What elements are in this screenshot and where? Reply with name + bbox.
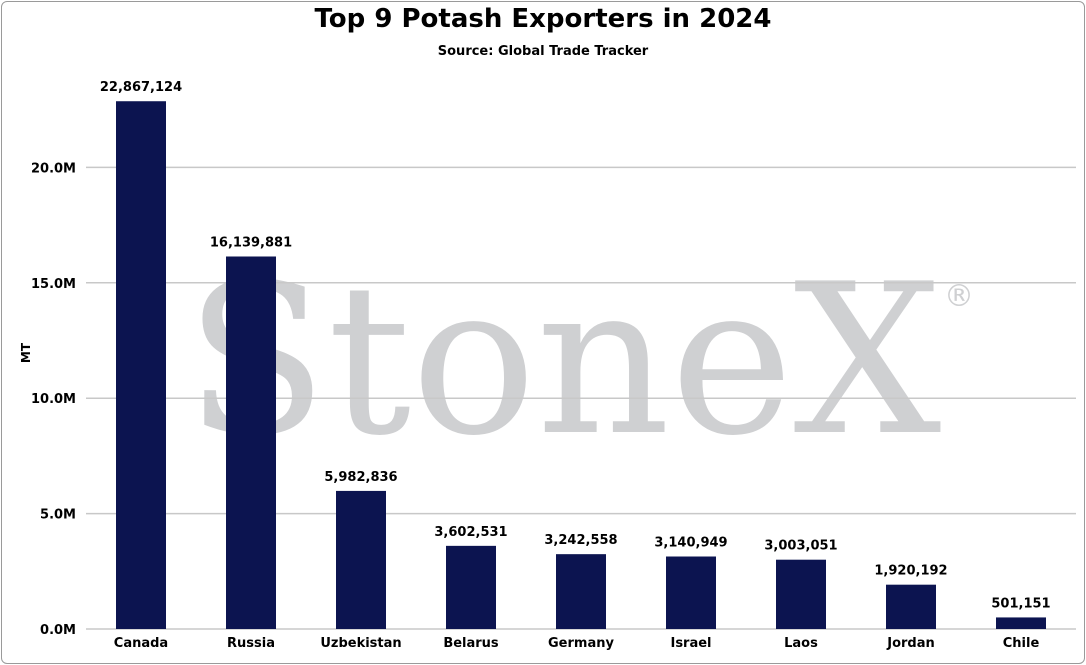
bars [116, 101, 1046, 629]
x-tick-label: Chile [1003, 636, 1040, 651]
x-tick-label: Uzbekistan [320, 636, 401, 651]
y-tick-label: 10.0M [31, 392, 76, 407]
y-tick-label: 15.0M [31, 277, 76, 292]
watermark-registered-mark: ® [944, 279, 974, 314]
bar [116, 101, 166, 629]
data-label: 3,003,051 [764, 539, 837, 554]
x-tick-label: Russia [227, 636, 275, 651]
bar [336, 490, 386, 629]
bar [556, 554, 606, 629]
x-tick-label: Israel [670, 636, 711, 651]
data-label: 1,920,192 [874, 564, 947, 579]
bar [886, 584, 936, 629]
data-label: 501,151 [991, 596, 1050, 611]
y-tick-label: 0.0M [40, 623, 76, 638]
data-labels: 22,867,124 16,139,881 5,982,836 3,602,531 3,… [100, 80, 1051, 611]
bar [996, 617, 1046, 629]
y-axis-label: MT [19, 342, 33, 364]
bar [446, 545, 496, 629]
bar [776, 559, 826, 629]
data-label: 22,867,124 [100, 80, 182, 95]
y-tick-label: 20.0M [31, 161, 76, 176]
data-label: 3,140,949 [654, 536, 727, 551]
x-tick-label: Canada [114, 636, 168, 651]
data-label: 16,139,881 [210, 235, 292, 250]
bar [226, 256, 276, 629]
data-label: 3,242,558 [544, 533, 617, 548]
chart-title: Top 9 Potash Exporters in 2024 [314, 4, 772, 34]
x-tick-label: Laos [784, 636, 818, 651]
x-tick-labels: Canada Russia Uzbekistan Belarus Germany Isra… [114, 636, 1040, 651]
y-tick-label: 5.0M [40, 508, 76, 523]
watermark-brand-text: StoneX [185, 240, 941, 482]
chart-subtitle: Source: Global Trade Tracker [437, 44, 649, 59]
x-tick-label: Germany [548, 636, 614, 651]
stonex-watermark: StoneX ® [185, 240, 974, 482]
bar [666, 556, 716, 629]
x-tick-label: Jordan [886, 636, 935, 651]
data-label: 3,602,531 [434, 525, 507, 540]
x-tick-label: Belarus [443, 636, 499, 651]
data-label: 5,982,836 [324, 470, 397, 485]
y-tick-labels: 0.0M 5.0M 10.0M 15.0M 20.0M [31, 161, 76, 638]
